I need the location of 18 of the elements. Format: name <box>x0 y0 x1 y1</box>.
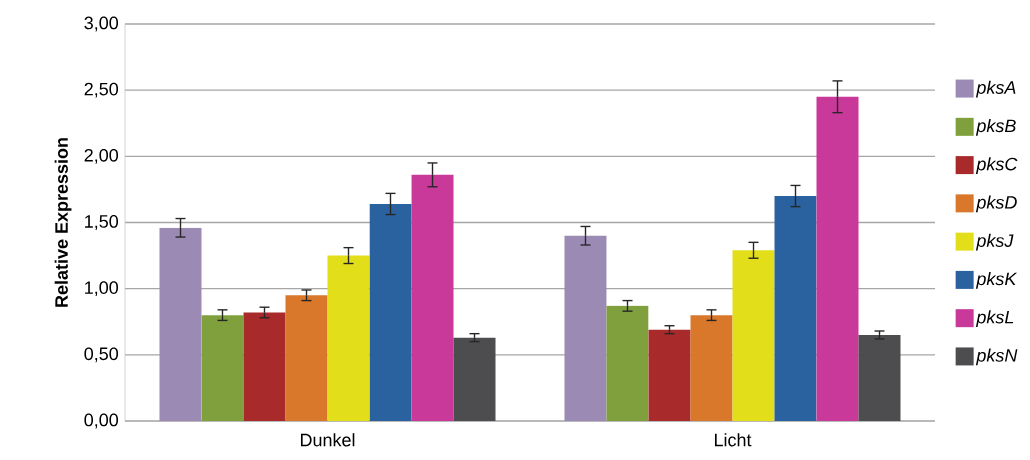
y-tick-label: 0,00 <box>84 413 119 429</box>
legend-label: pksA <box>975 80 1016 98</box>
x-tick-label: Dunkel <box>300 433 355 447</box>
legend-label: pksD <box>975 195 1017 213</box>
y-tick-label: 3,00 <box>84 16 119 32</box>
x-tick-label: Licht <box>714 433 752 447</box>
y-tick-label: 2,50 <box>84 82 119 98</box>
y-tick-label: 1,00 <box>85 281 119 297</box>
legend-label: pksL <box>975 310 1014 328</box>
legend-label: pksC <box>975 157 1018 174</box>
legend-label: pksJ <box>975 233 1014 251</box>
legend-label: pksN <box>975 348 1018 366</box>
legend-label: pksK <box>975 272 1018 289</box>
y-axis-title: Relative Expression <box>54 138 72 307</box>
y-tick-label: 0,50 <box>84 347 119 363</box>
y-tick-label: 1,50 <box>85 215 119 230</box>
legend-label: pksB <box>975 118 1016 136</box>
y-tick-label: 2,00 <box>84 148 119 164</box>
